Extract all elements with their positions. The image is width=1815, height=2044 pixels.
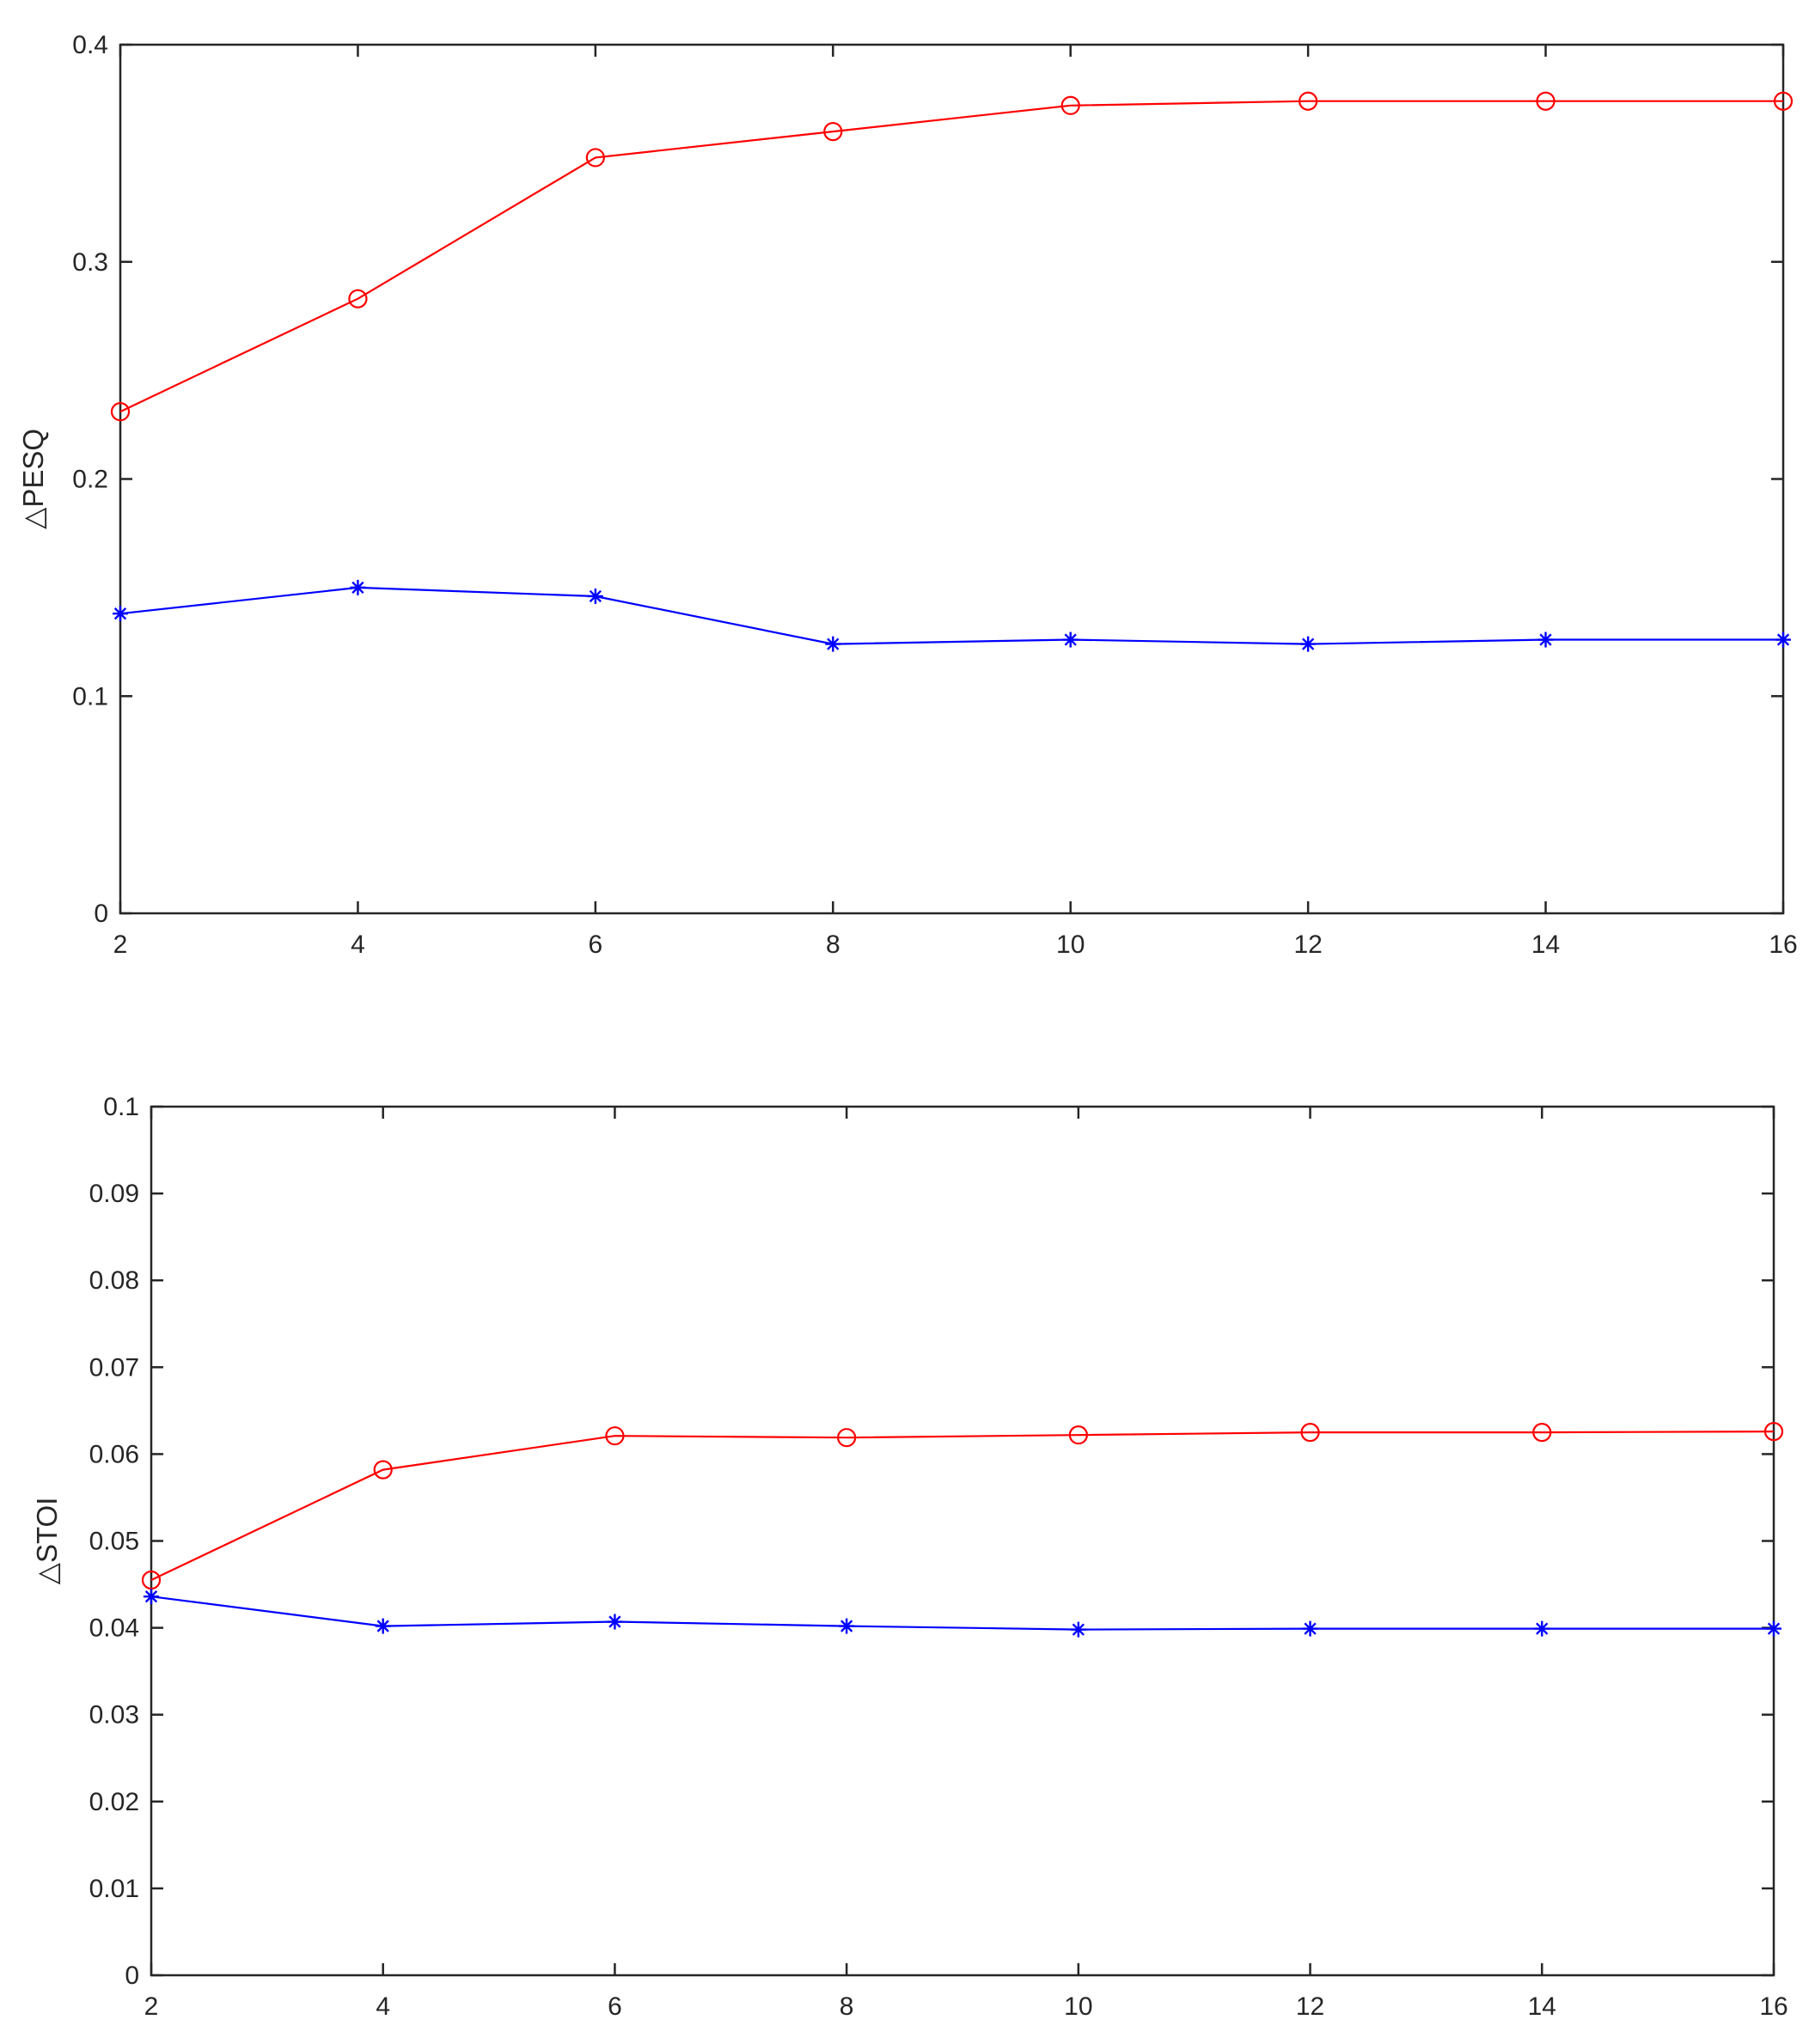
pesq-data-point <box>1062 632 1079 648</box>
pesq-data-point <box>1537 632 1554 648</box>
pesq-x-tick-label: 8 <box>826 930 840 959</box>
pesq-x-tick-label: 10 <box>1056 930 1085 959</box>
pesq-y-tick-label: 0.3 <box>72 248 108 277</box>
stoi-data-point <box>839 1618 855 1634</box>
stoi-series-line <box>150 1430 1775 1581</box>
stoi-data-point <box>1068 1425 1088 1445</box>
stoi-x-tick-label: 12 <box>1296 1992 1324 2021</box>
pesq-y-tick-label: 0 <box>94 900 108 928</box>
stoi-data-point <box>1534 1620 1550 1637</box>
stoi-y-tick-label: 0.09 <box>89 1180 139 1208</box>
stoi-chart: 2 4 6 8 10 12 14 16 0 0.01 0.02 0.03 0.04 0.05 0.06 0.0… <box>31 1093 1788 2021</box>
stoi-y-tick-label: 0.01 <box>89 1875 139 1903</box>
stoi-x-tick-label: 16 <box>1759 1992 1788 2021</box>
pesq-x-tick-label: 14 <box>1531 930 1560 959</box>
stoi-y-tick-label: 0.08 <box>89 1266 139 1295</box>
pesq-x-tick-label: 6 <box>589 930 603 959</box>
stoi-data-point <box>1300 1423 1320 1443</box>
stoi-data-point <box>1766 1620 1781 1637</box>
stoi-y-tick-label: 0.04 <box>89 1614 139 1643</box>
pesq-x-tick-label: 12 <box>1293 930 1322 959</box>
pesq-x-tick-label: 16 <box>1769 930 1797 959</box>
stoi-data-point <box>1070 1621 1086 1638</box>
pesq-data-point <box>1300 636 1317 652</box>
pesq-data-point <box>585 148 605 168</box>
pesq-x-tick-label: 2 <box>113 930 128 959</box>
stoi-series-blue-asterisk <box>144 1589 1781 1638</box>
stoi-data-point <box>1532 1423 1552 1443</box>
stoi-data-point <box>607 1614 623 1630</box>
stoi-data-point <box>373 1460 393 1480</box>
pesq-data-point <box>348 289 368 308</box>
stoi-y-tick-label: 0 <box>125 1962 139 1990</box>
pesq-y-tick-label: 0.2 <box>72 466 108 494</box>
pesq-data-point <box>110 402 131 422</box>
stoi-x-tick-label: 2 <box>144 1992 159 2021</box>
stoi-y-tick-label: 0.1 <box>103 1093 139 1121</box>
pesq-data-point <box>1060 95 1080 115</box>
stoi-x-tick-label: 8 <box>840 1992 854 2021</box>
pesq-y-tick-label: 0.4 <box>72 31 108 59</box>
stoi-series-line <box>150 1596 1774 1631</box>
stoi-x-tick-label: 14 <box>1528 1992 1556 2021</box>
stoi-x-tick-label: 4 <box>376 1992 390 2021</box>
pesq-y-axis-title: △PESQ <box>17 429 49 529</box>
pesq-data-point <box>587 588 603 604</box>
pesq-series-red-circle <box>110 91 1794 422</box>
stoi-data-point <box>605 1426 625 1446</box>
pesq-data-point <box>1299 91 1318 111</box>
pesq-series-line <box>119 100 1783 413</box>
pesq-data-point <box>1773 91 1794 111</box>
pesq-data-point <box>823 122 843 142</box>
stoi-x-tick-label: 10 <box>1064 1992 1092 2021</box>
pesq-data-point <box>113 606 128 622</box>
stoi-data-point <box>837 1428 857 1448</box>
stoi-data-point <box>1302 1620 1318 1637</box>
stoi-y-tick-label: 0.06 <box>89 1440 139 1468</box>
pesq-data-point <box>1775 632 1791 648</box>
pesq-axes-box <box>119 43 1785 915</box>
stoi-x-tick-label: 6 <box>608 1992 622 2021</box>
pesq-chart: 2 4 6 8 10 12 14 16 0 0.1 0.2 0.3 0.4 △PESQ <box>17 31 1798 959</box>
pesq-series-blue-asterisk <box>113 579 1791 652</box>
stoi-y-tick-label: 0.05 <box>89 1528 139 1556</box>
stoi-data-point <box>144 1589 159 1605</box>
pesq-y-tick-label: 0.1 <box>72 682 108 711</box>
stoi-data-point <box>375 1618 391 1634</box>
stoi-series-red-circle <box>141 1422 1784 1590</box>
pesq-series-line <box>119 586 1783 645</box>
pesq-data-point <box>825 636 841 652</box>
stoi-y-tick-label: 0.03 <box>89 1701 139 1730</box>
stoi-y-tick-label: 0.02 <box>89 1788 139 1816</box>
stoi-data-point <box>1763 1422 1784 1442</box>
pesq-data-point <box>350 579 366 595</box>
stoi-data-point <box>141 1570 162 1590</box>
stoi-y-axis-title: △STOI <box>31 1498 63 1585</box>
stoi-y-tick-label: 0.07 <box>89 1353 139 1382</box>
stoi-axes-box <box>150 1105 1775 1977</box>
pesq-data-point <box>1536 91 1555 111</box>
pesq-x-tick-label: 4 <box>351 930 365 959</box>
